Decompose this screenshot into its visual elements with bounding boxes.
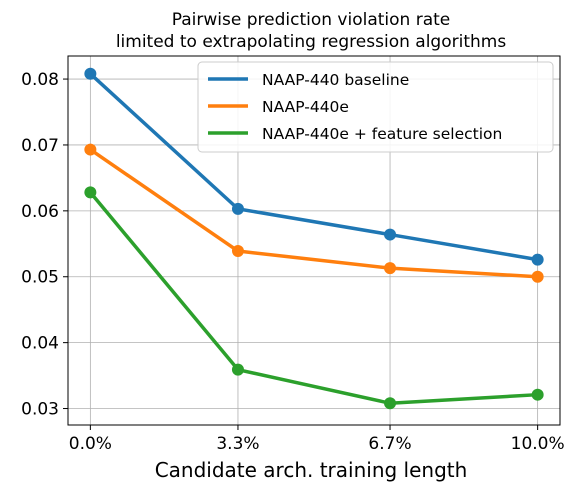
- x-tick-label: 10.0%: [511, 434, 565, 454]
- series-group: [84, 67, 544, 410]
- legend-label: NAAP-440e: [262, 98, 349, 116]
- y-tick-label: 0.08: [21, 70, 59, 90]
- data-point: [231, 363, 244, 376]
- y-tick-label: 0.06: [21, 202, 59, 222]
- data-point: [531, 388, 544, 401]
- data-point: [384, 397, 397, 410]
- data-point: [231, 245, 244, 258]
- series-line: [88, 72, 540, 262]
- series-line: [88, 147, 540, 279]
- legend-label: NAAP-440e + feature selection: [262, 125, 502, 143]
- legend: NAAP-440 baseline NAAP-440e NAAP-440e + fe…: [197, 61, 554, 153]
- data-point: [384, 262, 397, 275]
- legend-label: NAAP-440 baseline: [262, 71, 409, 89]
- x-axis-label: Candidate arch. training length: [155, 458, 468, 482]
- chart-title: Pairwise prediction violation rate: [172, 10, 450, 30]
- series-line: [88, 190, 540, 406]
- series: [84, 67, 544, 266]
- data-point: [231, 202, 244, 215]
- x-tick-label: 0.0%: [69, 434, 112, 454]
- y-tick-label: 0.07: [21, 136, 59, 156]
- y-tick-label: 0.04: [21, 334, 59, 354]
- data-point: [531, 253, 544, 266]
- plot-frame: [67, 55, 561, 426]
- x-tick-label: 6.7%: [368, 434, 411, 454]
- series: [84, 186, 544, 410]
- series: [84, 143, 544, 283]
- data-point: [531, 270, 544, 283]
- data-point: [84, 67, 97, 80]
- y-tick-label: 0.03: [21, 400, 59, 420]
- y-tick-label: 0.05: [21, 268, 59, 288]
- x-tick-label: 3.3%: [216, 434, 259, 454]
- legend-box: [197, 61, 554, 153]
- data-point: [84, 143, 97, 156]
- data-point: [84, 186, 97, 199]
- data-point: [384, 228, 397, 241]
- chart-subtitle: limited to extrapolating regression algo…: [116, 32, 507, 52]
- axis-ticks: 0.0% 3.3% 6.7% 10.0% 0.03 0.04 0.05 0.06 0.07 0.0…: [21, 70, 565, 454]
